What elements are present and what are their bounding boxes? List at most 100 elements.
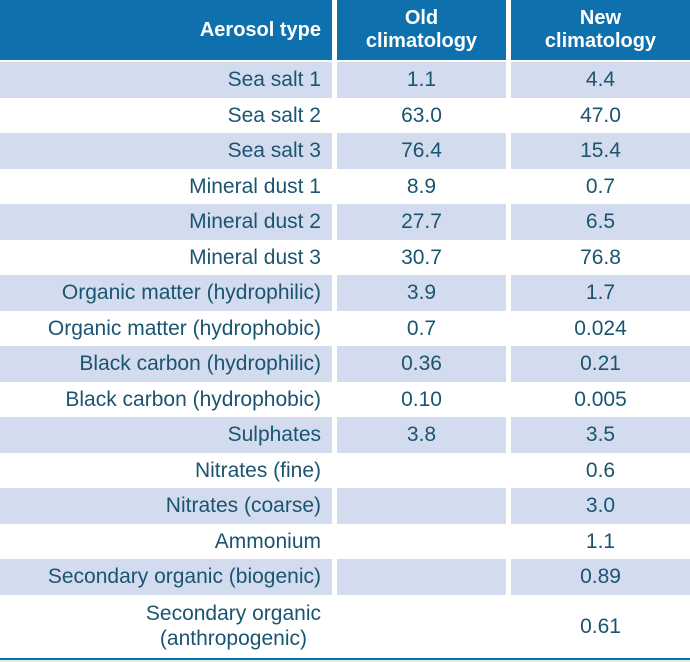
- column-header-aerosol-type: Aerosol type: [0, 0, 332, 60]
- old-climatology-value: 27.7: [401, 210, 442, 234]
- table-row: Nitrates (fine) 0.6: [0, 452, 690, 489]
- new-climatology-cell: 1.7: [511, 275, 690, 311]
- new-climatology-cell: 1.1: [511, 524, 690, 560]
- new-climatology-value: 0.61: [580, 614, 621, 638]
- old-climatology-cell: [337, 595, 506, 658]
- old-climatology-cell: 27.7: [337, 204, 506, 240]
- row-label: Black carbon (hydrophilic): [79, 352, 321, 376]
- column-divider: [332, 523, 337, 559]
- row-label: Black carbon (hydrophobic): [65, 387, 321, 411]
- old-climatology-cell: 0.36: [337, 346, 506, 382]
- row-label-cell: Black carbon (hydrophobic): [0, 382, 332, 418]
- row-label-cell: Nitrates (fine): [0, 453, 332, 489]
- row-label: Nitrates (fine): [194, 458, 321, 482]
- table-row: Mineral dust 3 30.7 76.8: [0, 239, 690, 276]
- column-divider: [506, 239, 511, 275]
- column-divider: [332, 417, 337, 453]
- new-climatology-cell: 15.4: [511, 133, 690, 169]
- column-divider: [332, 168, 337, 204]
- new-climatology-cell: 6.5: [511, 204, 690, 240]
- new-climatology-value: 3.5: [585, 423, 616, 447]
- column-divider: [332, 381, 337, 417]
- column-header-old-climatology: Old climatology: [337, 0, 506, 60]
- table-row: Mineral dust 1 8.9 0.7: [0, 168, 690, 205]
- column-divider: [332, 0, 337, 60]
- old-climatology-cell: 76.4: [337, 133, 506, 169]
- row-label-cell: Sea salt 1: [0, 62, 332, 98]
- new-climatology-cell: 0.61: [511, 595, 690, 658]
- column-divider: [506, 381, 511, 417]
- new-climatology-cell: 3.5: [511, 417, 690, 453]
- column-divider: [332, 97, 337, 133]
- column-divider: [332, 452, 337, 488]
- table-header: Aerosol type Old climatology New climato…: [0, 0, 690, 60]
- table-row: Mineral dust 2 27.7 6.5: [0, 204, 690, 240]
- old-climatology-value: 1.1: [406, 68, 437, 92]
- table-row: Ammonium 1.1: [0, 523, 690, 560]
- row-label: Sea salt 1: [227, 68, 321, 92]
- new-climatology-cell: 3.0: [511, 488, 690, 524]
- row-label: Organic matter (hydrophobic): [47, 316, 321, 340]
- table-row: Black carbon (hydrophilic) 0.36 0.21: [0, 346, 690, 382]
- column-divider: [506, 523, 511, 559]
- table-row: Organic matter (hydrophilic) 3.9 1.7: [0, 275, 690, 311]
- table-row: Sulphates 3.8 3.5: [0, 417, 690, 453]
- row-label: Mineral dust 1: [189, 174, 321, 198]
- column-header-new-climatology: New climatology: [511, 0, 690, 60]
- new-climatology-value: 3.0: [585, 494, 616, 518]
- old-climatology-cell: 0.7: [337, 311, 506, 347]
- column-header-label: New climatology: [544, 7, 657, 52]
- table-row: Nitrates (coarse) 3.0: [0, 488, 690, 524]
- new-climatology-value: 15.4: [580, 139, 621, 163]
- row-label-cell: Mineral dust 1: [0, 169, 332, 205]
- new-climatology-value: 1.7: [585, 281, 616, 305]
- row-label-cell: Mineral dust 3: [0, 240, 332, 276]
- new-climatology-value: 76.8: [580, 245, 621, 269]
- old-climatology-cell: 0.10: [337, 382, 506, 418]
- new-climatology-value: 0.6: [585, 458, 616, 482]
- column-divider: [506, 97, 511, 133]
- row-label-cell: Sea salt 3: [0, 133, 332, 169]
- column-divider: [506, 204, 511, 240]
- old-climatology-value: 76.4: [401, 139, 442, 163]
- row-label: Mineral dust 3: [189, 245, 321, 269]
- column-divider: [332, 204, 337, 240]
- column-divider: [506, 0, 511, 60]
- column-divider: [332, 310, 337, 346]
- old-climatology-value: 3.8: [406, 423, 437, 447]
- column-divider: [506, 62, 511, 98]
- row-label-cell: Nitrates (coarse): [0, 488, 332, 524]
- new-climatology-value: 0.89: [580, 565, 621, 589]
- column-divider: [332, 62, 337, 98]
- new-climatology-cell: 4.4: [511, 62, 690, 98]
- new-climatology-value: 0.21: [580, 352, 621, 376]
- row-label: Organic matter (hydrophilic): [61, 281, 321, 305]
- new-climatology-cell: 76.8: [511, 240, 690, 276]
- new-climatology-value: 6.5: [585, 210, 616, 234]
- column-divider: [332, 239, 337, 275]
- old-climatology-cell: 63.0: [337, 98, 506, 134]
- bottom-border-line: [0, 657, 690, 660]
- column-divider: [506, 168, 511, 204]
- row-label-cell: Mineral dust 2: [0, 204, 332, 240]
- new-climatology-cell: 0.7: [511, 169, 690, 205]
- table-row: Sea salt 1 1.1 4.4: [0, 62, 690, 98]
- row-label: Mineral dust 2: [189, 210, 321, 234]
- new-climatology-cell: 0.005: [511, 382, 690, 418]
- old-climatology-cell: [337, 488, 506, 524]
- new-climatology-value: 47.0: [580, 103, 621, 127]
- old-climatology-cell: 8.9: [337, 169, 506, 205]
- new-climatology-cell: 0.21: [511, 346, 690, 382]
- column-divider: [332, 488, 337, 524]
- table-row: Black carbon (hydrophobic) 0.10 0.005: [0, 381, 690, 418]
- new-climatology-value: 4.4: [585, 68, 616, 92]
- column-divider: [506, 275, 511, 311]
- column-divider: [332, 594, 337, 658]
- old-climatology-cell: [337, 453, 506, 489]
- row-label-cell: Sea salt 2: [0, 98, 332, 134]
- row-label: Sea salt 2: [227, 103, 321, 127]
- row-label: Secondary organic (anthropogenic): [145, 602, 321, 650]
- table-row: Sea salt 3 76.4 15.4: [0, 133, 690, 169]
- new-climatology-value: 1.1: [585, 529, 616, 553]
